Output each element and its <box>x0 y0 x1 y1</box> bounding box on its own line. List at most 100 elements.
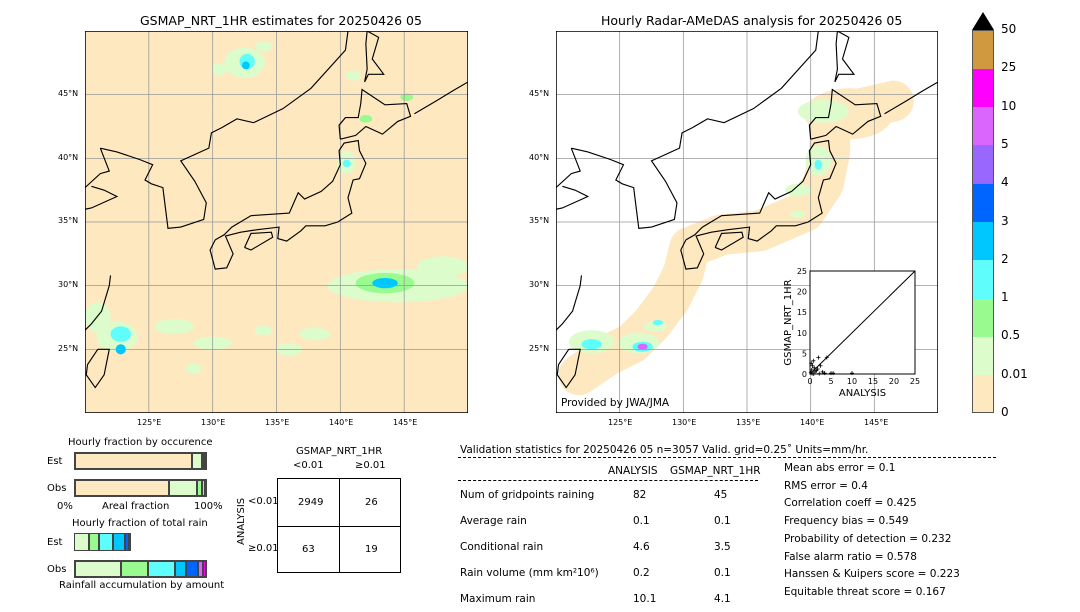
scatter-point <box>811 372 816 376</box>
precip-area <box>85 302 111 333</box>
precip-area <box>342 159 351 168</box>
bar-segment <box>128 533 131 551</box>
x-tick-label: 15 <box>868 377 878 386</box>
right-map-title: Hourly Radar-AMeDAS analysis for 2025042… <box>601 13 903 28</box>
precip-area <box>637 343 648 350</box>
precip-area <box>254 41 273 52</box>
stat-gsmap: 45 <box>714 489 728 501</box>
coastline <box>556 348 581 389</box>
coastline <box>808 88 882 140</box>
precip-area <box>242 61 250 70</box>
lon-tick-label: 130°E <box>672 418 697 427</box>
colorbar-label: 2 <box>1001 251 1009 266</box>
precip-area <box>345 70 361 81</box>
bar-segment <box>75 561 121 577</box>
bar-segment <box>169 480 197 496</box>
score-line: Hanssen & Kuipers score = 0.223 <box>784 568 960 581</box>
score-line: Probability of detection = 0.232 <box>784 532 952 545</box>
occ-axis-0: 0% <box>57 501 73 512</box>
bar-segment <box>174 561 187 577</box>
lat-tick-label: 25°N <box>529 344 550 353</box>
coastline <box>85 185 119 210</box>
stat-label: Rain volume (mm km²10⁶) <box>460 567 599 579</box>
precip-area <box>416 256 468 277</box>
contingency-row-lt: <0.01 <box>248 496 279 507</box>
y-tick-label: 15 <box>797 308 807 317</box>
bar-segment <box>205 453 208 469</box>
y-tick-label: 5 <box>802 349 807 358</box>
divider <box>458 457 996 458</box>
stat-analysis: 0.1 <box>633 515 650 527</box>
colorbar-frame <box>972 30 994 413</box>
colorbar-swatch <box>972 30 994 69</box>
colorbar-label: 3 <box>1001 213 1009 228</box>
precip-area <box>652 320 663 326</box>
bar-segment <box>124 533 129 551</box>
colorbar-label: 1 <box>1001 290 1009 305</box>
precip-area <box>581 339 602 350</box>
col-analysis: ANALYSIS <box>608 465 658 477</box>
diagonal-line <box>809 270 916 375</box>
rain-axis-label: Rainfall accumulation by amount <box>59 580 225 591</box>
colorbar-extend-arrow <box>972 12 994 30</box>
colorbar-swatch <box>972 221 994 261</box>
cell-hit: 19 <box>365 544 378 555</box>
precip-area <box>400 93 414 102</box>
scatter-point <box>817 371 822 376</box>
score-line: False alarm ratio = 0.578 <box>784 550 917 563</box>
stat-analysis: 10.1 <box>633 593 657 605</box>
x-tick-label: 5 <box>828 377 833 386</box>
contingency-col-ge: ≥0.01 <box>355 460 386 471</box>
rain-est-label: Est <box>47 537 63 548</box>
left-map-title: GSMAP_NRT_1HR estimates for 20250426 05 <box>140 13 422 28</box>
lat-tick-label: 30°N <box>58 280 79 289</box>
col-gsmap: GSMAP_NRT_1HR <box>670 465 761 477</box>
contingency-table: 2949 26 63 19 <box>277 478 401 573</box>
bar-segment <box>148 561 175 577</box>
x-tick-label: 25 <box>910 377 920 386</box>
bar-segment <box>204 480 207 496</box>
colorbar-swatch <box>972 183 994 222</box>
contingency-row-ge: ≥0.01 <box>248 543 279 554</box>
bar-segment <box>198 561 204 577</box>
score-line: Correlation coeff = 0.425 <box>784 497 917 510</box>
lon-tick-label: 130°E <box>201 418 226 427</box>
coastline <box>680 139 837 270</box>
scatter-point <box>815 367 820 372</box>
stat-gsmap: 3.5 <box>714 541 731 553</box>
scatter-point <box>809 367 814 372</box>
contingency-col-lt: <0.01 <box>293 460 324 471</box>
score-line: Mean abs error = 0.1 <box>784 462 896 474</box>
contingency-row-title: ANALYSIS <box>236 497 247 545</box>
precip-area <box>299 327 331 341</box>
colorbar-swatch <box>972 259 994 299</box>
colorbar-label: 25 <box>1001 60 1017 75</box>
bar-segment <box>196 480 203 496</box>
occ-axis-100: 100% <box>194 501 223 512</box>
colorbar-swatch <box>972 106 994 146</box>
lat-tick-label: 45°N <box>58 89 79 98</box>
scatter-point <box>816 355 821 360</box>
coastline <box>338 88 412 140</box>
score-line: Frequency bias = 0.549 <box>784 515 909 528</box>
colorbar-swatch <box>972 144 994 184</box>
colorbar-swatch <box>972 374 994 414</box>
score-line: RMS error = 0.4 <box>784 479 868 492</box>
stat-label: Conditional rain <box>460 541 544 553</box>
colorbar: 0 0.01 0.5 1 2 3 4 5 10 25 50 <box>972 12 1028 419</box>
scatter-inset: 00 5 5 10 10 15 15 20 20 25 25 ANALYSIS GSMAP_NRT_1H… <box>783 267 920 399</box>
x-tick-label: 0 <box>807 377 812 386</box>
bar-segment <box>202 480 205 496</box>
cell-hit-none: 2949 <box>298 497 324 508</box>
scatter-point <box>812 365 817 370</box>
coastline <box>244 231 274 251</box>
stat-gsmap: 4.1 <box>714 593 731 605</box>
colorbar-swatch <box>972 336 994 376</box>
coastline <box>100 127 222 229</box>
lon-tick-label: 145°E <box>393 418 418 427</box>
coastline <box>556 275 583 331</box>
colorbar-swatch <box>972 68 994 108</box>
divider <box>458 480 758 481</box>
precip-area <box>211 62 227 76</box>
scatter-point <box>810 363 815 368</box>
